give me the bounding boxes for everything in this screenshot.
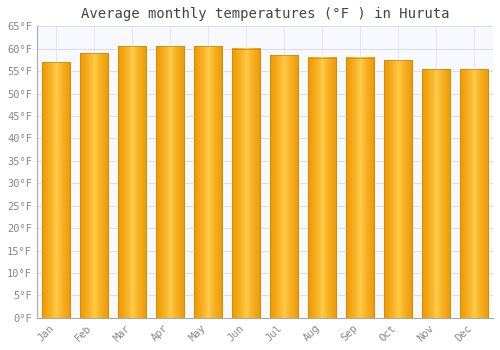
Bar [422, 69, 450, 318]
Title: Average monthly temperatures (°F ) in Huruta: Average monthly temperatures (°F ) in Hu… [80, 7, 449, 21]
Bar [270, 55, 298, 318]
Bar [384, 60, 412, 318]
Bar [460, 69, 488, 318]
Bar [42, 62, 70, 318]
Bar [80, 53, 108, 318]
Bar [156, 47, 184, 318]
Bar [308, 58, 336, 318]
Bar [346, 58, 374, 318]
Bar [232, 49, 260, 318]
Bar [118, 47, 146, 318]
Bar [194, 47, 222, 318]
